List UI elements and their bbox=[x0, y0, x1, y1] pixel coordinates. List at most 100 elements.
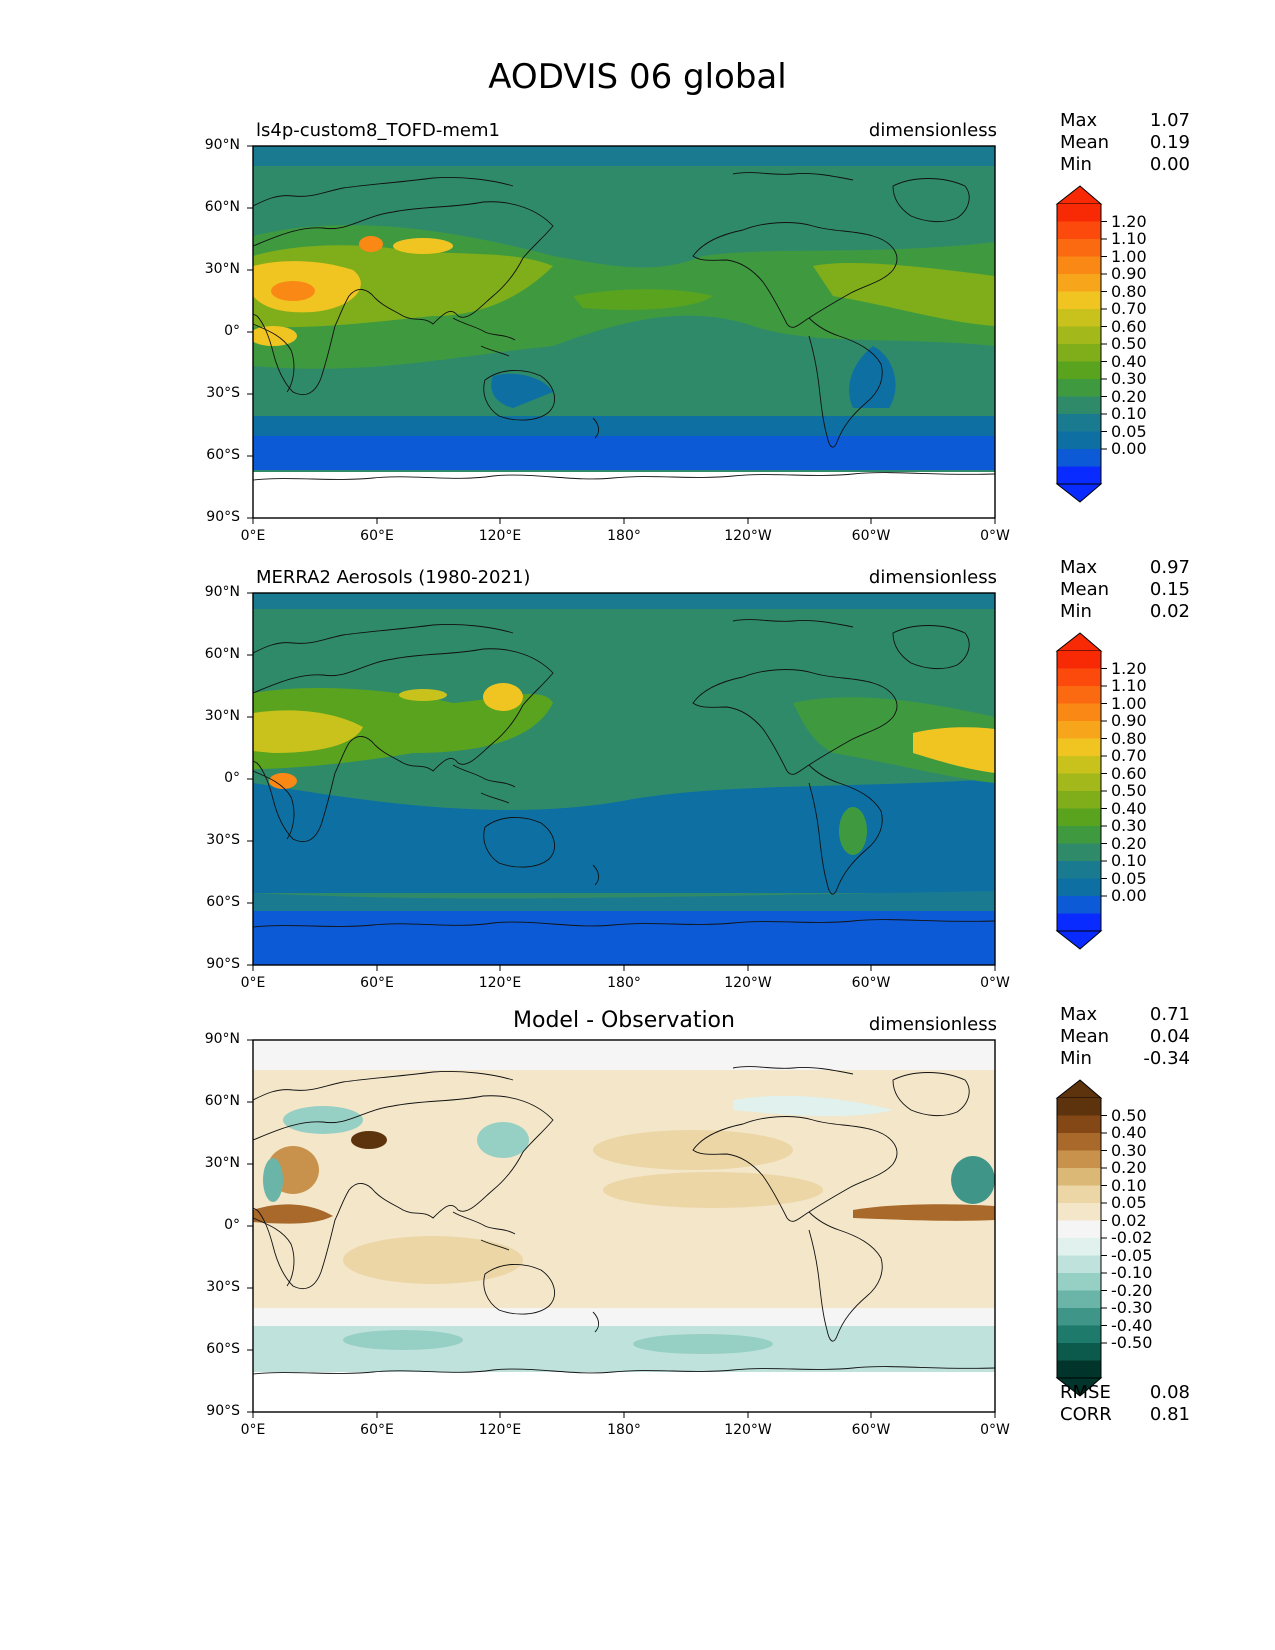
colorbar-segment bbox=[1057, 414, 1101, 432]
colorbar-segment bbox=[1057, 651, 1101, 669]
stat-value: 0.19 bbox=[1149, 132, 1190, 153]
coastline bbox=[808, 1211, 883, 1342]
colorbar-tick-label: 0.50 bbox=[1111, 334, 1147, 353]
colorbar-segment bbox=[1057, 1308, 1101, 1326]
lat-tick-label: 60°S bbox=[206, 447, 240, 463]
field-contour bbox=[253, 146, 995, 166]
colorbar-tick-label: 0.60 bbox=[1111, 763, 1147, 783]
coastline bbox=[483, 370, 556, 421]
colorbar-segment bbox=[1057, 1185, 1101, 1204]
field-contour bbox=[603, 1172, 823, 1208]
stat-value: 0.02 bbox=[1149, 601, 1190, 622]
stat-row: Max 1.07 bbox=[1060, 110, 1190, 132]
colorbar-tick-label: 1.00 bbox=[1111, 693, 1147, 713]
lat-tick-label: 90°N bbox=[204, 1031, 240, 1047]
colorbar-tick-label: 0.70 bbox=[1111, 746, 1147, 765]
lon-tick-label: 60°W bbox=[851, 1422, 891, 1438]
colorbar-tick-label: 0.50 bbox=[1111, 1105, 1147, 1125]
stat-name: Max bbox=[1060, 1004, 1098, 1025]
colorbar-segment bbox=[1057, 1343, 1101, 1361]
panel-title: ls4p-custom8_TOFD-mem1 bbox=[256, 120, 500, 141]
colorbar-tick-label: 0.90 bbox=[1111, 264, 1147, 283]
panel-units: dimensionless bbox=[868, 567, 997, 588]
coastline bbox=[480, 792, 510, 804]
colorbar bbox=[1055, 1079, 1107, 1397]
lat-tick-label: 90°S bbox=[206, 956, 240, 972]
stat-row: Max 0.71 bbox=[1060, 1004, 1190, 1026]
coastlines bbox=[253, 172, 995, 481]
stat-row: Max 0.97 bbox=[1060, 557, 1190, 579]
extra-stats-box: RMSE 0.08 CORR 0.81 bbox=[1060, 1382, 1190, 1426]
panel-title: MERRA2 Aerosols (1980-2021) bbox=[256, 567, 531, 588]
lat-tick-label: 60°S bbox=[206, 1341, 240, 1357]
stat-row: Mean 0.15 bbox=[1060, 579, 1190, 601]
stat-value: 0.15 bbox=[1149, 579, 1190, 600]
field-layer bbox=[253, 593, 995, 965]
lon-tick-label: 0°W bbox=[980, 975, 1010, 991]
lon-tick-label: 60°E bbox=[360, 528, 394, 544]
stat-value: 0.71 bbox=[1149, 1004, 1190, 1025]
colorbar-segment bbox=[1057, 204, 1101, 222]
colorbar-segment bbox=[1057, 738, 1101, 757]
stat-name: Mean bbox=[1060, 132, 1110, 153]
stat-name: Max bbox=[1060, 557, 1098, 578]
colorbar-tick-label: 0.20 bbox=[1111, 833, 1147, 853]
colorbar bbox=[1055, 185, 1107, 503]
colorbar-segment bbox=[1057, 878, 1101, 897]
coastline bbox=[253, 1366, 995, 1375]
coastline bbox=[253, 919, 995, 928]
lon-tick-label: 120°E bbox=[478, 528, 522, 544]
lat-tick-label: 30°N bbox=[204, 708, 240, 724]
field-contour bbox=[813, 263, 995, 326]
colorbar-tick-label: 0.30 bbox=[1111, 369, 1147, 388]
colorbar-tick-label: 0.05 bbox=[1111, 868, 1147, 888]
coastline bbox=[732, 172, 854, 181]
colorbar-segment bbox=[1057, 1133, 1101, 1151]
stat-value: 0.04 bbox=[1149, 1026, 1190, 1047]
colorbar-tick-label: 0.10 bbox=[1111, 404, 1147, 423]
stat-row: CORR 0.81 bbox=[1060, 1404, 1190, 1426]
coastline bbox=[892, 178, 970, 223]
colorbar-tick-label: -0.02 bbox=[1111, 1228, 1153, 1247]
colorbar-tick-label: 0.20 bbox=[1111, 386, 1147, 406]
colorbar-segment bbox=[1057, 466, 1101, 485]
lon-tick-label: 180° bbox=[607, 1422, 641, 1438]
field-contour bbox=[733, 1095, 893, 1117]
coastline bbox=[480, 345, 510, 357]
colorbar-segment bbox=[1057, 1115, 1101, 1134]
lon-tick-label: 120°W bbox=[724, 975, 772, 991]
colorbar-tick-label: -0.10 bbox=[1111, 1263, 1153, 1282]
field-contour bbox=[269, 773, 297, 789]
colorbar-segment bbox=[1057, 239, 1101, 257]
lon-tick-label: 180° bbox=[607, 528, 641, 544]
colorbar-tick-label: 0.02 bbox=[1111, 1210, 1147, 1230]
colorbar-segment bbox=[1057, 668, 1101, 687]
lon-tick-label: 120°E bbox=[478, 1422, 522, 1438]
lon-tick-label: 0°E bbox=[240, 975, 266, 991]
coastline bbox=[592, 1311, 600, 1333]
field-contour bbox=[477, 1122, 529, 1158]
colorbar-tick-label: 0.40 bbox=[1111, 1123, 1147, 1142]
map-plot bbox=[247, 145, 996, 524]
colorbar-tick-label: 0.80 bbox=[1111, 728, 1147, 748]
field-contour bbox=[951, 1156, 995, 1204]
coastline bbox=[892, 1072, 970, 1117]
coastline bbox=[808, 764, 883, 895]
colorbar-tick-label: -0.30 bbox=[1111, 1298, 1153, 1317]
colorbar-segment bbox=[1057, 1220, 1101, 1239]
stat-name: Min bbox=[1060, 1048, 1092, 1069]
colorbar-tick-label: 0.40 bbox=[1111, 351, 1147, 371]
colorbar-segment bbox=[1057, 361, 1101, 380]
lat-tick-label: 30°S bbox=[206, 832, 240, 848]
stat-row: Min 0.02 bbox=[1060, 601, 1190, 623]
stat-value: 0.81 bbox=[1149, 1404, 1190, 1425]
stat-row: Min -0.34 bbox=[1060, 1048, 1190, 1070]
coastline bbox=[253, 1217, 295, 1287]
coastline bbox=[452, 764, 516, 788]
coastline bbox=[592, 864, 600, 886]
colorbar-segment bbox=[1057, 773, 1101, 792]
colorbar-tick-label: 0.30 bbox=[1111, 816, 1147, 835]
colorbar-tick-label: 0.00 bbox=[1111, 439, 1147, 458]
colorbar-tick-label: 1.20 bbox=[1111, 658, 1147, 678]
colorbar-tick-label: -0.05 bbox=[1111, 1245, 1153, 1265]
